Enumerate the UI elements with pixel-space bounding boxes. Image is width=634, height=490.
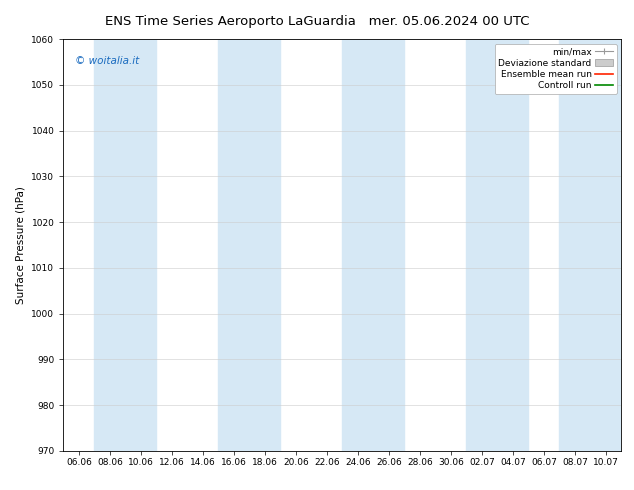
Bar — [94, 39, 157, 451]
Legend: min/max, Deviazione standard, Ensemble mean run, Controll run: min/max, Deviazione standard, Ensemble m… — [495, 44, 617, 94]
Y-axis label: Surface Pressure (hPa): Surface Pressure (hPa) — [16, 186, 26, 304]
Bar — [467, 39, 528, 451]
Bar — [342, 39, 404, 451]
Text: ENS Time Series Aeroporto LaGuardia   mer. 05.06.2024 00 UTC: ENS Time Series Aeroporto LaGuardia mer.… — [105, 15, 529, 28]
Text: © woitalia.it: © woitalia.it — [75, 56, 139, 66]
Bar — [559, 39, 621, 451]
Bar — [218, 39, 280, 451]
